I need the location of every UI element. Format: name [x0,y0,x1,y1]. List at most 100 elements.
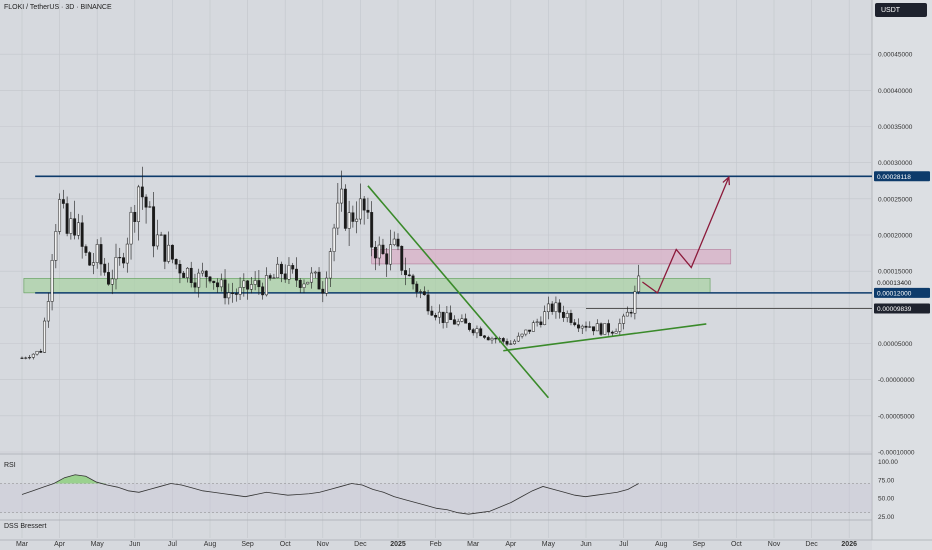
candle-body [54,231,58,261]
candle-body [170,244,174,260]
candle-body [509,343,513,345]
candle-body [99,244,103,265]
price-label: 0.00028118 [877,174,911,181]
x-tick-label: Oct [731,541,742,548]
candle-body [167,244,171,262]
x-tick-label: Jul [168,541,177,548]
candle-body [272,277,276,279]
x-tick-label: Sep [241,541,254,548]
candle-body [118,257,122,259]
candle-body [43,320,47,353]
candle-body [445,312,449,323]
candle-body [358,198,362,220]
candle-body [422,291,426,296]
projection-path[interactable] [642,176,730,294]
candle-body [201,270,204,274]
candle-body [377,244,381,259]
candle-body [208,276,212,282]
x-tick-label: Dec [805,541,818,548]
x-tick-label: Jun [580,541,591,548]
candle-body [242,280,246,288]
candle-body [257,280,261,288]
demand-zone[interactable] [23,278,711,294]
rsi-tick-label: 50.00 [878,496,895,503]
x-tick-label: Nov [768,541,781,548]
candle-body [404,270,407,276]
candle-body [637,275,641,293]
candle-body [516,335,520,342]
candle-body [155,234,159,247]
price-label-box [874,171,930,182]
candle-body [505,341,509,345]
chart-title: FLOKI / TetherUS · 3D · BINANCE [4,4,112,11]
x-tick-label: Nov [317,541,330,548]
y-tick-label: 0.00015000 [878,269,913,276]
candle-body [467,322,471,330]
x-tick-label: May [91,541,105,548]
candle-body [561,311,565,318]
candle-body [558,302,562,313]
candle-body [347,212,351,229]
candle-body [88,252,92,266]
downtrend-line[interactable] [367,185,550,399]
candle-body [219,279,223,288]
candle-body [426,294,430,312]
candle-body [584,325,588,328]
candle-body [332,227,336,252]
candle-body [227,292,231,299]
candle-body [434,314,438,318]
candle-body [231,292,235,294]
x-tick-label: Jul [619,541,628,548]
candle-body [95,244,99,263]
candle-body [253,280,257,285]
candle-body [625,311,629,317]
candle-body [39,350,43,353]
candle-body [283,273,287,280]
candle-body [264,275,268,296]
candle-body [313,271,317,274]
candle-body [441,311,445,323]
candle-body [317,271,321,290]
candle-body [182,272,186,278]
candle-body [633,291,637,314]
candle-body [73,218,77,236]
y-tick-label: -0.00000000 [878,377,915,384]
candle-body [76,222,80,236]
candle-body [58,199,62,232]
candle-body [437,311,441,318]
candle-body [528,329,532,332]
candle-body [261,286,265,296]
candle-body [291,265,295,270]
candle-body [622,315,626,324]
candle-body [592,326,595,332]
candle-body [569,313,573,323]
x-tick-label: Aug [204,541,217,548]
dss-panel-label: DSS Bressert [4,523,47,530]
y-tick-label: 0.00030000 [878,160,913,167]
currency-selector-button[interactable]: USDT [875,3,927,17]
price-axis-area[interactable] [872,0,932,550]
y-tick-label: 0.00040000 [878,88,913,95]
candle-body [629,311,633,314]
candle-body [577,324,580,329]
candle-body [603,323,607,335]
uptrend-line[interactable] [503,323,707,352]
candle-body [287,265,291,280]
rsi-line[interactable] [21,474,639,515]
x-tick-label: 2026 [841,541,857,548]
candle-body [385,253,389,265]
candle-body [212,280,216,284]
supply-zone[interactable] [371,249,732,265]
price-label-box [874,287,930,298]
candle-body [565,313,569,318]
candle-body [588,326,592,328]
candle-body [238,287,242,295]
candle-body [543,311,547,325]
candle-body [389,244,392,265]
candle-body [31,353,35,358]
rsi-tick-label: 25.00 [878,514,895,521]
candle-body [524,329,528,335]
candle-body [535,321,539,323]
